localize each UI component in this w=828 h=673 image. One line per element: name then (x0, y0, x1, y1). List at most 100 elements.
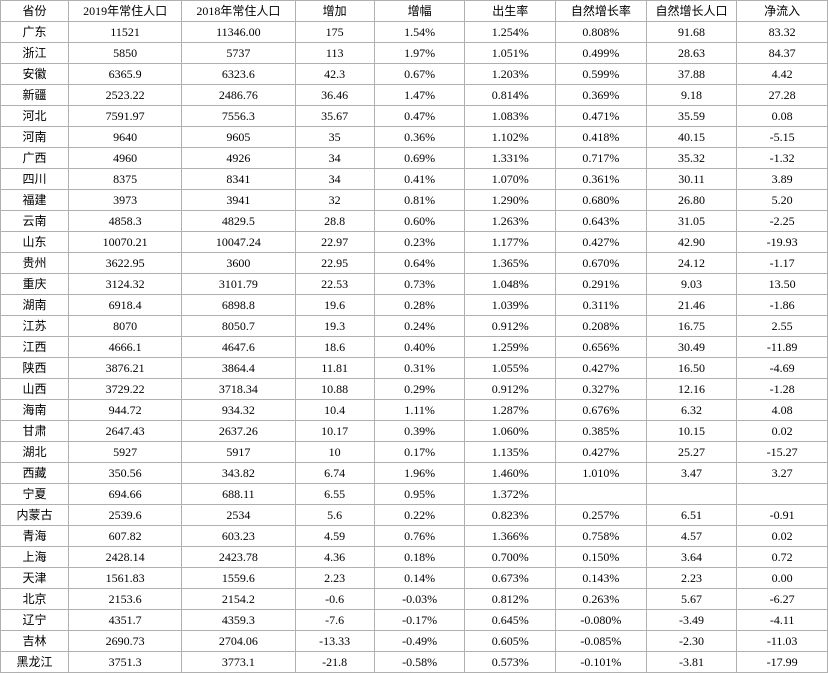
cell: 22.97 (295, 232, 374, 253)
cell: 1.372% (465, 484, 556, 505)
table-row: 海南944.72934.3210.41.11%1.287%0.676%6.324… (1, 400, 828, 421)
cell: -4.11 (737, 610, 828, 631)
header-pop2019: 2019年常住人口 (68, 1, 181, 22)
table-row: 北京2153.62154.2-0.6-0.03%0.812%0.263%5.67… (1, 589, 828, 610)
cell: 0.427% (556, 442, 647, 463)
cell: 3600 (182, 253, 295, 274)
cell: 2690.73 (68, 631, 181, 652)
cell: 5850 (68, 43, 181, 64)
cell: 36.46 (295, 85, 374, 106)
cell: 1.460% (465, 463, 556, 484)
header-row: 省份 2019年常住人口 2018年常住人口 增加 增幅 出生率 自然增长率 自… (1, 1, 828, 22)
cell: 4.08 (737, 400, 828, 421)
cell: 22.53 (295, 274, 374, 295)
cell: -0.6 (295, 589, 374, 610)
table-row: 重庆3124.323101.7922.530.73%1.048%0.291%9.… (1, 274, 828, 295)
cell: 10047.24 (182, 232, 295, 253)
cell: 0.36% (374, 127, 465, 148)
cell: 北京 (1, 589, 69, 610)
cell: -13.33 (295, 631, 374, 652)
cell: 河南 (1, 127, 69, 148)
cell: 0.912% (465, 379, 556, 400)
cell: -6.27 (737, 589, 828, 610)
cell: -0.91 (737, 505, 828, 526)
cell: 28.8 (295, 211, 374, 232)
cell: 1.254% (465, 22, 556, 43)
cell: 5917 (182, 442, 295, 463)
cell: 内蒙古 (1, 505, 69, 526)
cell: 1.365% (465, 253, 556, 274)
cell: 35 (295, 127, 374, 148)
cell: 0.643% (556, 211, 647, 232)
cell: 16.50 (646, 358, 737, 379)
cell: 0.327% (556, 379, 647, 400)
cell: 青海 (1, 526, 69, 547)
cell: 84.37 (737, 43, 828, 64)
cell: 4.42 (737, 64, 828, 85)
cell: 175 (295, 22, 374, 43)
cell: 0.18% (374, 547, 465, 568)
cell: 浙江 (1, 43, 69, 64)
cell: 3.64 (646, 547, 737, 568)
cell: 4858.3 (68, 211, 181, 232)
cell: 甘肃 (1, 421, 69, 442)
cell: 上海 (1, 547, 69, 568)
cell: 2.55 (737, 316, 828, 337)
cell: 3718.34 (182, 379, 295, 400)
table-row: 吉林2690.732704.06-13.33-0.49%0.605%-0.085… (1, 631, 828, 652)
cell: 2534 (182, 505, 295, 526)
cell: 0.573% (465, 652, 556, 673)
cell: 1.263% (465, 211, 556, 232)
cell: 1.366% (465, 526, 556, 547)
cell: 16.75 (646, 316, 737, 337)
cell: 贵州 (1, 253, 69, 274)
cell: 0.150% (556, 547, 647, 568)
cell: 0.291% (556, 274, 647, 295)
cell: 6323.6 (182, 64, 295, 85)
cell: 0.808% (556, 22, 647, 43)
cell: 2.23 (646, 568, 737, 589)
cell: 1.051% (465, 43, 556, 64)
cell: 0.40% (374, 337, 465, 358)
cell: 2539.6 (68, 505, 181, 526)
cell: 10.17 (295, 421, 374, 442)
cell: 0.02 (737, 526, 828, 547)
cell: 0.08 (737, 106, 828, 127)
cell: -7.6 (295, 610, 374, 631)
cell: -1.86 (737, 295, 828, 316)
cell: 4926 (182, 148, 295, 169)
cell: 4829.5 (182, 211, 295, 232)
cell: 4359.3 (182, 610, 295, 631)
cell: 1.060% (465, 421, 556, 442)
cell: 0.471% (556, 106, 647, 127)
cell: 0.670% (556, 253, 647, 274)
table-row: 陕西3876.213864.411.810.31%1.055%0.427%16.… (1, 358, 828, 379)
cell: 3864.4 (182, 358, 295, 379)
table-row: 山西3729.223718.3410.880.29%0.912%0.327%12… (1, 379, 828, 400)
cell: 934.32 (182, 400, 295, 421)
cell: 35.67 (295, 106, 374, 127)
table-row: 青海607.82603.234.590.76%1.366%0.758%4.570… (1, 526, 828, 547)
cell: -0.58% (374, 652, 465, 673)
cell: 辽宁 (1, 610, 69, 631)
cell: 4647.6 (182, 337, 295, 358)
cell: 24.12 (646, 253, 737, 274)
cell: 1.010% (556, 463, 647, 484)
cell: 0.717% (556, 148, 647, 169)
cell: 8070 (68, 316, 181, 337)
header-pop2018: 2018年常住人口 (182, 1, 295, 22)
cell: 0.823% (465, 505, 556, 526)
cell: 603.23 (182, 526, 295, 547)
cell: 0.645% (465, 610, 556, 631)
table-row: 上海2428.142423.784.360.18%0.700%0.150%3.6… (1, 547, 828, 568)
cell: -2.30 (646, 631, 737, 652)
cell: 广东 (1, 22, 69, 43)
cell: 江苏 (1, 316, 69, 337)
cell: 6918.4 (68, 295, 181, 316)
cell: 11521 (68, 22, 181, 43)
header-rate: 增幅 (374, 1, 465, 22)
cell: 4666.1 (68, 337, 181, 358)
cell: 10070.21 (68, 232, 181, 253)
cell: 3.89 (737, 169, 828, 190)
cell: 0.369% (556, 85, 647, 106)
